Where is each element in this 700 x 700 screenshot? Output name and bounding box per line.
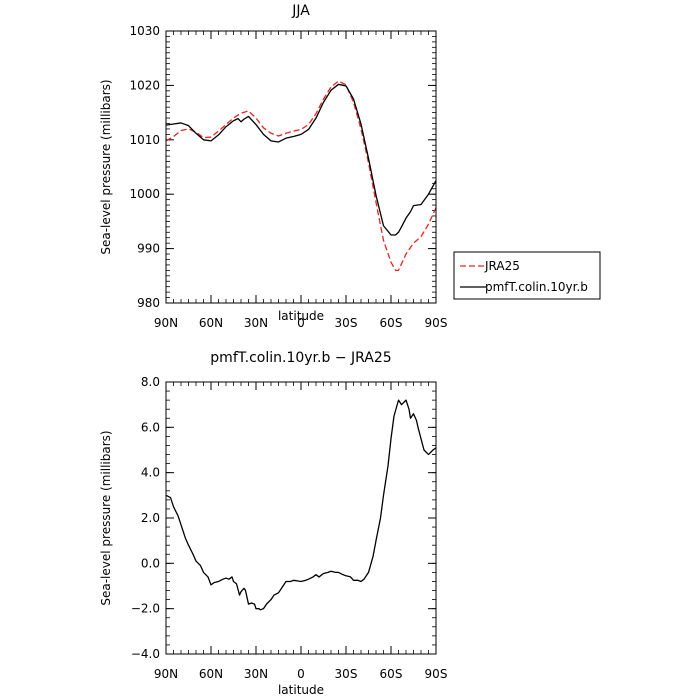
- legend-box: [453, 251, 601, 300]
- series-line-jra25: [165, 80, 437, 272]
- x-tick-labels: 90N 60N 30N 0 30S 60S 90S: [154, 667, 448, 681]
- x-tick-labels: 90N 60N 30N 0 30S 60S 90S: [154, 316, 448, 330]
- y-tick-label: 4.0: [141, 466, 160, 480]
- x-tick-label: 90N: [154, 316, 178, 330]
- y-tick-labels: −4.0 −2.0 0.0 2.0 4.0 6.0 8.0: [131, 375, 160, 661]
- x-axis-label: latitude: [278, 309, 324, 323]
- legend: JRA25 pmfT.colin.10yr.b: [453, 251, 601, 300]
- y-tick-label: 1030: [129, 24, 160, 38]
- y-tick-labels: 980 990 1000 1010 1020 1030: [129, 24, 160, 310]
- x-tick-label: 90N: [154, 667, 178, 681]
- x-tick-label: 60N: [199, 316, 223, 330]
- y-tick-label: 6.0: [141, 420, 160, 434]
- panel-jja: JJA 90N 60N 30N 0 30S 60S 90S 980 990 1000 1010 10…: [99, 3, 601, 330]
- x-tick-label: 60S: [380, 667, 403, 681]
- y-tick-label: 1010: [129, 133, 160, 147]
- y-axis-label: Sea-level pressure (millibars): [99, 79, 113, 254]
- series-line-pmft-colin-10yr-b: [165, 83, 437, 236]
- series-lines: [165, 80, 437, 272]
- y-tick-label: 0.0: [141, 556, 160, 570]
- x-tick-label: 0: [297, 316, 305, 330]
- series-lines: [165, 399, 437, 611]
- tick-marks: [165, 381, 437, 655]
- y-tick-label: 2.0: [141, 511, 160, 525]
- x-tick-label: 30S: [335, 316, 358, 330]
- x-tick-label: 30N: [244, 316, 268, 330]
- legend-label-jra25: JRA25: [484, 259, 520, 273]
- x-axis-label: latitude: [278, 683, 324, 697]
- y-tick-label: 990: [137, 242, 160, 256]
- x-tick-label: 30S: [335, 667, 358, 681]
- series-line-difference: [165, 399, 437, 611]
- x-tick-label: 0: [297, 667, 305, 681]
- y-tick-label: 1000: [129, 187, 160, 201]
- x-tick-label: 30N: [244, 667, 268, 681]
- y-tick-label: 980: [137, 296, 160, 310]
- x-tick-label: 60S: [380, 316, 403, 330]
- chart-title: pmfT.colin.10yr.b − JRA25: [210, 350, 391, 366]
- x-tick-label: 60N: [199, 667, 223, 681]
- y-tick-label: 8.0: [141, 375, 160, 389]
- plot-frame: [165, 381, 437, 655]
- x-tick-label: 90S: [425, 316, 448, 330]
- plot-frame: [165, 30, 437, 304]
- y-tick-label: −2.0: [131, 602, 160, 616]
- y-tick-label: 1020: [129, 78, 160, 92]
- legend-label-model: pmfT.colin.10yr.b: [485, 280, 588, 294]
- panel-difference: pmfT.colin.10yr.b − JRA25 90N 60N 30N 0 30S 6…: [99, 350, 447, 697]
- tick-marks: [165, 30, 437, 304]
- y-tick-label: −4.0: [131, 647, 160, 661]
- x-tick-label: 90S: [425, 667, 448, 681]
- chart-title: JJA: [291, 3, 310, 19]
- y-axis-label: Sea-level pressure (millibars): [99, 430, 113, 605]
